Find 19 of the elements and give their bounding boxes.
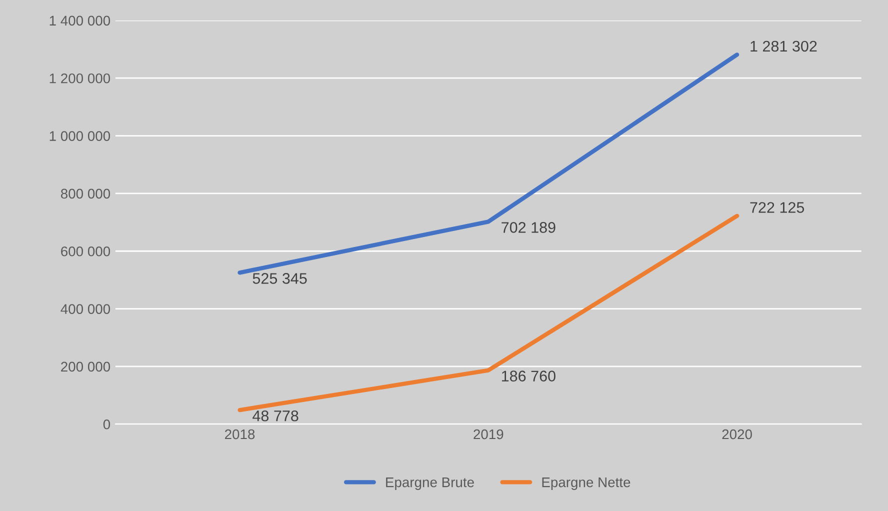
x-tick-label: 2019 (474, 429, 504, 440)
x-tick-label: 2018 (225, 429, 255, 440)
legend-label: Epargne Brute (386, 478, 474, 490)
y-tick-label: 1 000 000 (50, 131, 110, 141)
y-tick-label: 600 000 (61, 246, 110, 256)
data-label: 1 281 302 (750, 40, 817, 52)
y-tick-label: 0 (103, 419, 110, 430)
y-tick-label: 1 200 000 (50, 73, 110, 84)
data-label: 525 345 (252, 273, 307, 284)
y-tick-label: 200 000 (61, 362, 110, 372)
x-tick-label: 2020 (722, 429, 752, 440)
y-tick-label: 800 000 (60, 188, 110, 199)
y-tick-label: 1 400 000 (50, 16, 110, 26)
data-label: 186 760 (502, 370, 556, 382)
data-label: 48 778 (252, 410, 298, 422)
legend-label: Epargne Nette (542, 478, 630, 490)
data-label: 722 125 (750, 202, 804, 213)
y-tick-label: 400 000 (60, 304, 110, 314)
data-label: 702 189 (502, 222, 556, 233)
